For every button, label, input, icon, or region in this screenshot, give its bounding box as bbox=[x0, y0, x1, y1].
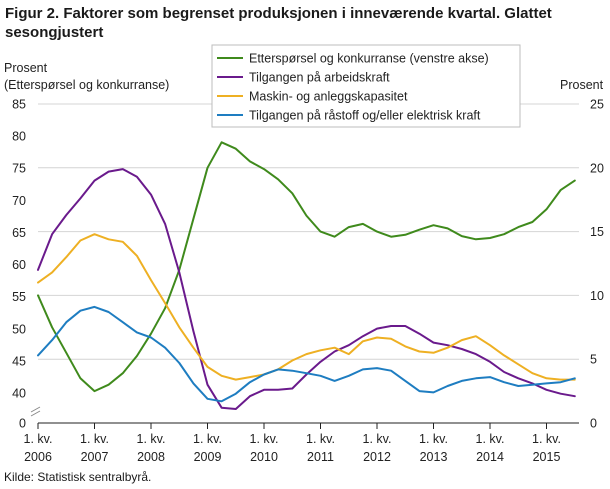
left-tick-label: 85 bbox=[12, 98, 26, 112]
right-axis-title: Prosent bbox=[560, 78, 604, 92]
gridlines bbox=[38, 103, 579, 360]
left-tick-label: 60 bbox=[12, 258, 26, 272]
series-line bbox=[37, 141, 576, 393]
x-tick-label: 1. kv. bbox=[419, 432, 448, 446]
right-tick-label: 20 bbox=[590, 161, 604, 175]
left-tick-label: 70 bbox=[12, 194, 26, 208]
legend-label: Tilgangen på råstoff og/eller elektrisk … bbox=[249, 109, 481, 123]
series-line bbox=[37, 233, 576, 381]
x-tick-label: 1. kv. bbox=[476, 432, 505, 446]
x-tick-label: 1. kv. bbox=[363, 432, 392, 446]
x-tick-label: 2015 bbox=[533, 450, 561, 464]
left-tick-label: 80 bbox=[12, 130, 26, 144]
source-note: Kilde: Statistisk sentralbyrå. bbox=[4, 470, 152, 484]
x-tick-label: 2012 bbox=[363, 450, 391, 464]
x-tick-label: 2006 bbox=[24, 450, 52, 464]
x-tick-label: 1. kv. bbox=[137, 432, 166, 446]
x-tick-label: 1. kv. bbox=[250, 432, 279, 446]
right-tick-label: 5 bbox=[590, 353, 597, 367]
series-line bbox=[37, 305, 576, 403]
x-tick-label: 1. kv. bbox=[193, 432, 222, 446]
right-tick-label: 15 bbox=[590, 225, 604, 239]
axes: 0 40 45 50 55 60 65 70 75 80 85 0 5 10 15 20 25 Prosent (E… bbox=[4, 61, 604, 464]
x-tick-label: 1. kv. bbox=[80, 432, 109, 446]
legend-box bbox=[211, 44, 521, 128]
right-tick-label: 10 bbox=[590, 289, 604, 303]
left-tick-label: 0 bbox=[19, 417, 26, 431]
left-tick-label: 40 bbox=[12, 387, 26, 401]
axis-break-mark bbox=[30, 406, 41, 413]
right-tick-label: 25 bbox=[590, 98, 604, 112]
x-tick-label: 1. kv. bbox=[532, 432, 561, 446]
legend-label: Maskin- og anleggskapasitet bbox=[249, 90, 408, 104]
x-tick-label: 2007 bbox=[81, 450, 109, 464]
left-tick-label: 50 bbox=[12, 322, 26, 336]
x-tick-label: 2013 bbox=[420, 450, 448, 464]
left-tick-label: 55 bbox=[12, 290, 26, 304]
series-line bbox=[37, 168, 576, 410]
x-tick-label: 2008 bbox=[137, 450, 165, 464]
x-tick-label: 1. kv. bbox=[306, 432, 335, 446]
legend: Etterspørsel og konkurranse (venstre aks… bbox=[211, 44, 521, 128]
left-tick-label: 45 bbox=[12, 354, 26, 368]
legend-label: Etterspørsel og konkurranse (venstre aks… bbox=[249, 52, 489, 66]
right-tick-label: 0 bbox=[590, 417, 597, 431]
series-lines bbox=[37, 141, 576, 410]
figure-title: Figur 2. Faktorer som begrenset produksj… bbox=[5, 5, 552, 41]
x-tick-label: 2011 bbox=[307, 450, 334, 464]
left-tick-label: 75 bbox=[12, 162, 26, 176]
x-tick-label: 2009 bbox=[194, 450, 222, 464]
x-tick-label: 2014 bbox=[476, 450, 504, 464]
x-tick-label: 2010 bbox=[250, 450, 278, 464]
x-tick-label: 1. kv. bbox=[24, 432, 53, 446]
axis-break-mark bbox=[30, 410, 41, 417]
left-axis-title: (Etterspørsel og konkurranse) bbox=[4, 78, 169, 92]
left-axis-title: Prosent bbox=[4, 61, 48, 75]
legend-label: Tilgangen på arbeidskraft bbox=[249, 71, 390, 85]
left-tick-label: 65 bbox=[12, 226, 26, 240]
